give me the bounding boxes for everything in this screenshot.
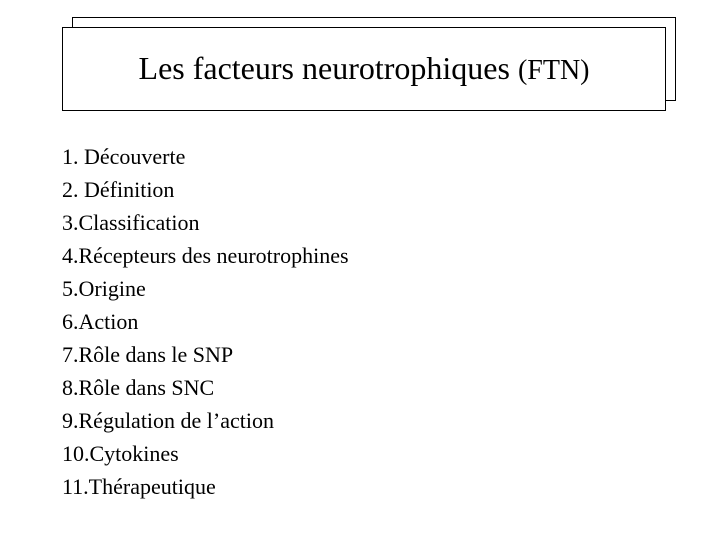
title-container: Les facteurs neurotrophiques (FTN)	[62, 22, 666, 106]
list-item: 9.Régulation de l’action	[62, 404, 662, 437]
list-item: 1. Découverte	[62, 140, 662, 173]
list-item: 5.Origine	[62, 272, 662, 305]
outline-list: 1. Découverte 2. Définition 3.Classifica…	[62, 140, 662, 503]
list-item: 3.Classification	[62, 206, 662, 239]
list-item: 8.Rôle dans SNC	[62, 371, 662, 404]
title-box-front: Les facteurs neurotrophiques (FTN)	[62, 27, 666, 111]
list-item: 4.Récepteurs des neurotrophines	[62, 239, 662, 272]
list-item: 10.Cytokines	[62, 437, 662, 470]
list-item: 11.Thérapeutique	[62, 470, 662, 503]
title-main: Les facteurs neurotrophiques	[139, 50, 518, 86]
slide: Les facteurs neurotrophiques (FTN) 1. Dé…	[0, 0, 720, 540]
list-item: 7.Rôle dans le SNP	[62, 338, 662, 371]
list-item: 2. Définition	[62, 173, 662, 206]
slide-title: Les facteurs neurotrophiques (FTN)	[139, 51, 590, 87]
title-suffix: (FTN)	[518, 55, 590, 86]
list-item: 6.Action	[62, 305, 662, 338]
